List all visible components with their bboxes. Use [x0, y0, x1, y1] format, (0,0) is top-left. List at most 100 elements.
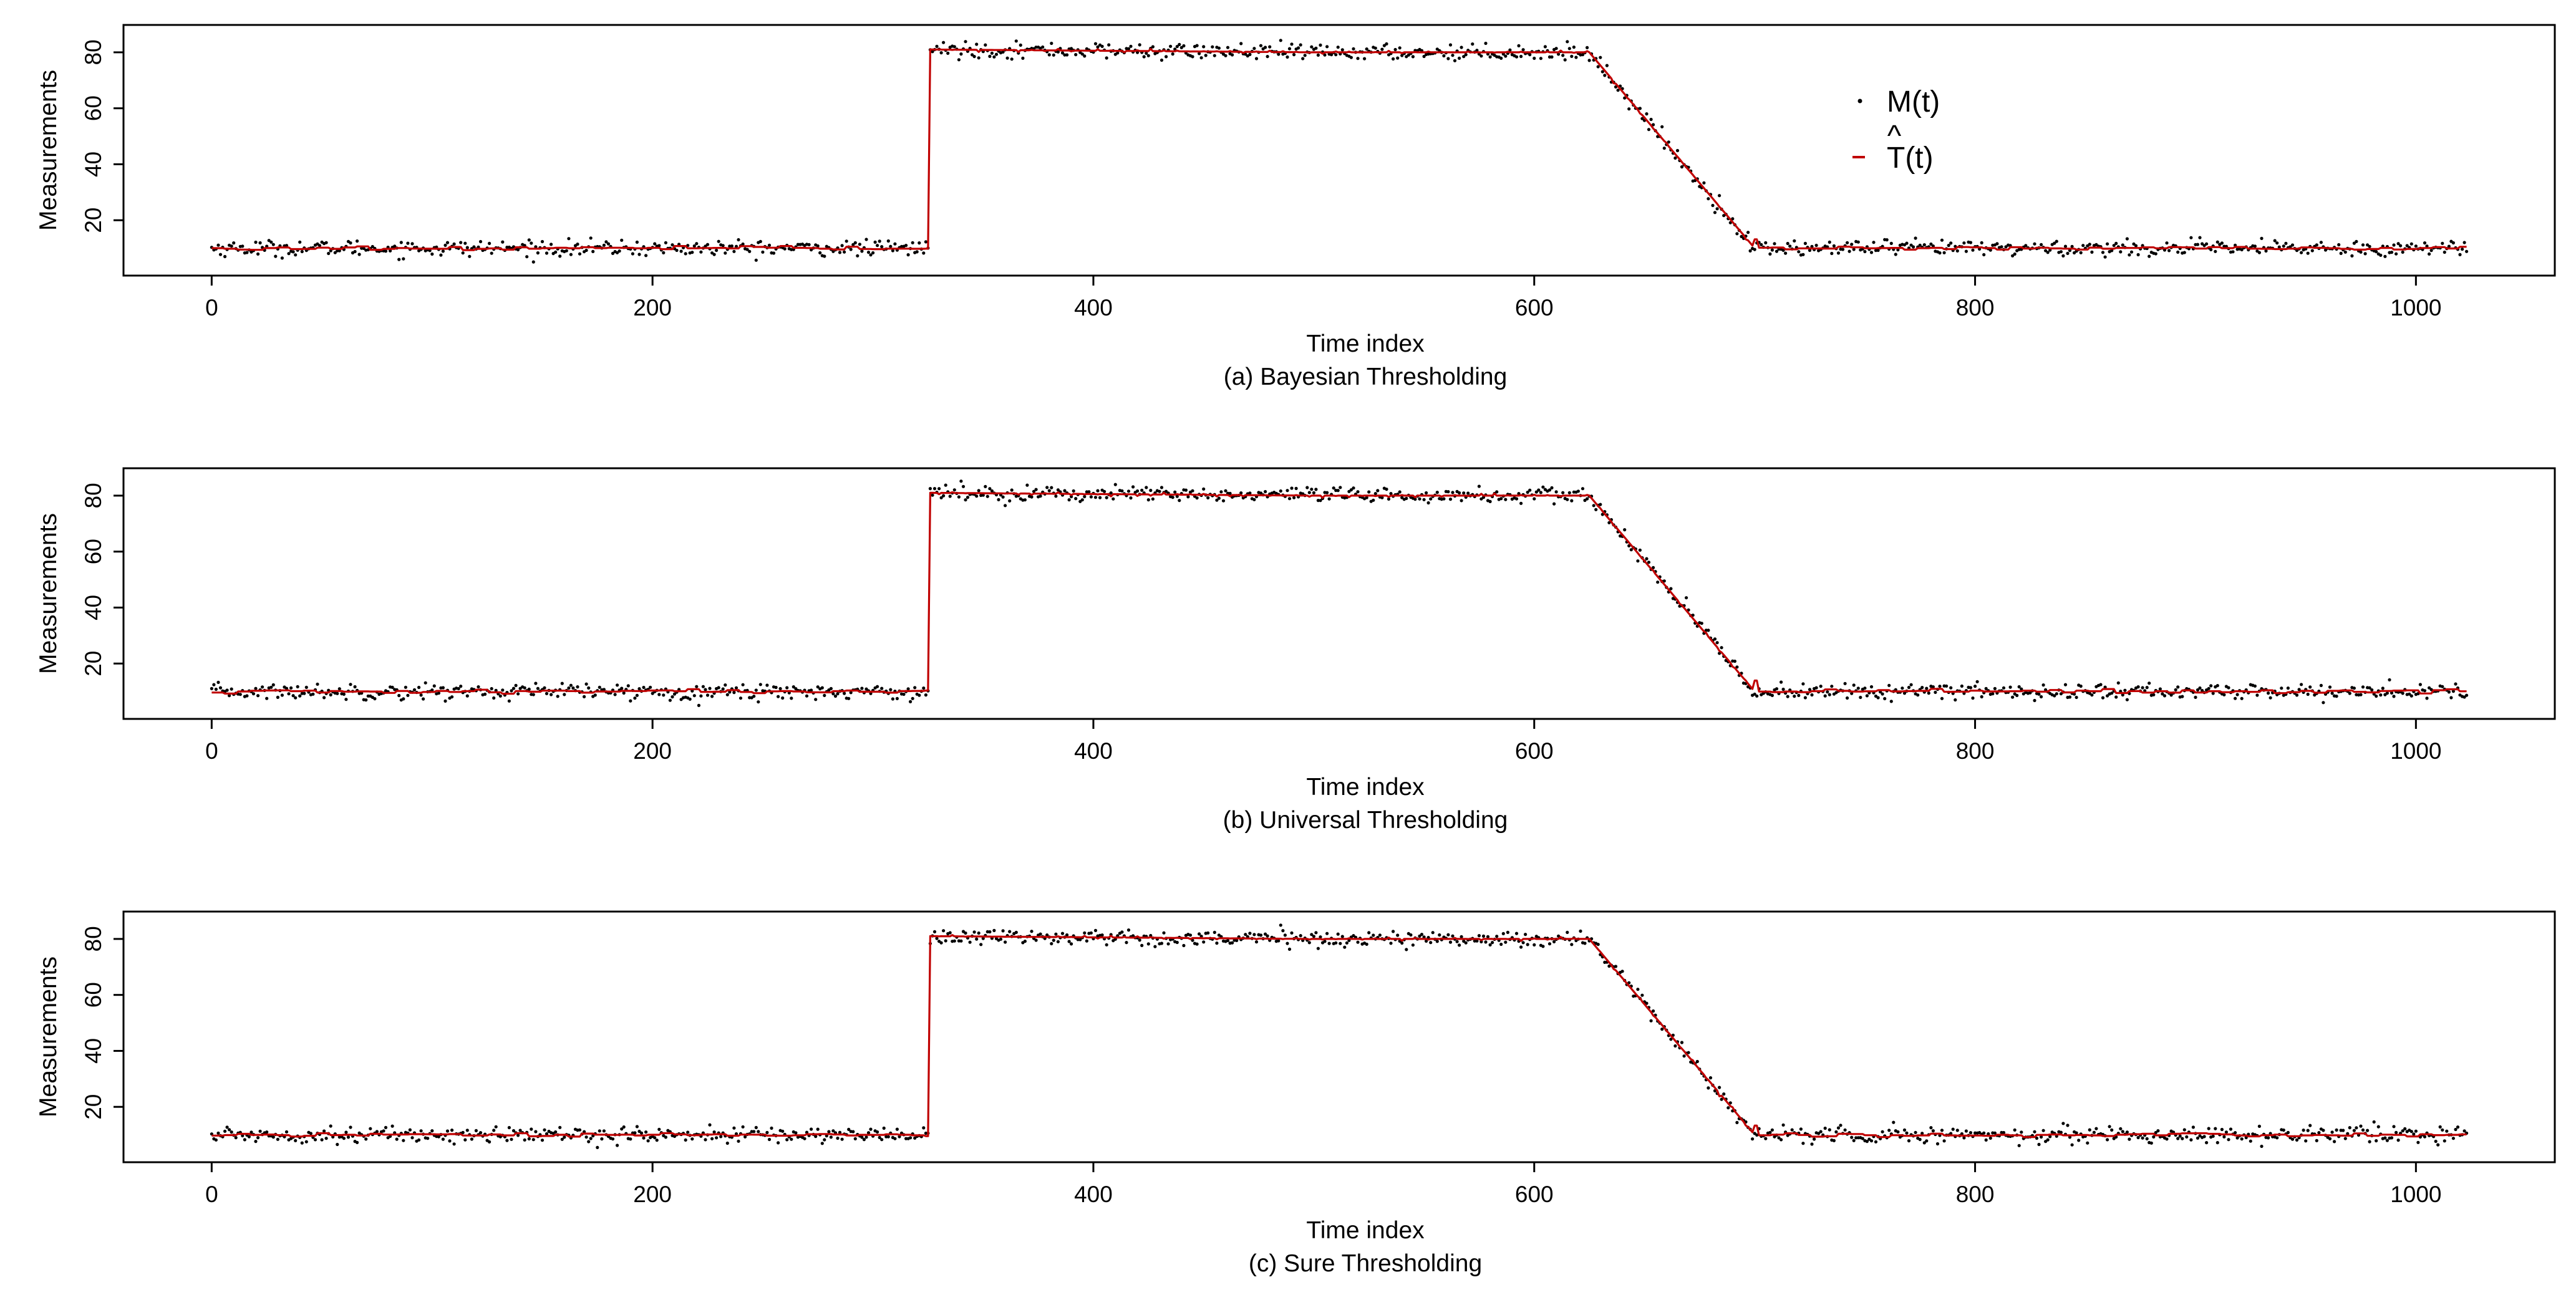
measurement-point [410, 1136, 414, 1140]
measurement-point [984, 43, 987, 47]
measurement-point [1905, 1131, 1909, 1135]
measurement-point [1074, 497, 1078, 501]
measurement-point [924, 240, 927, 244]
measurement-point [2267, 691, 2270, 695]
measurement-point [1949, 241, 1953, 245]
measurement-point [1713, 637, 1717, 641]
measurement-point [1448, 498, 1453, 501]
measurement-point [234, 1136, 238, 1140]
measurement-point [1314, 46, 1318, 50]
measurement-point [2462, 695, 2466, 699]
measurement-point [1779, 680, 1783, 684]
measurement-point [397, 258, 401, 261]
measurement-point [230, 1130, 233, 1134]
measurement-point [422, 697, 425, 701]
measurement-point [2165, 1137, 2169, 1141]
measurement-point [2451, 1137, 2455, 1140]
measurement-point [931, 50, 934, 54]
measurement-point [1347, 489, 1351, 493]
y-tick-label: 60 [80, 539, 106, 564]
measurement-point [902, 692, 906, 696]
measurement-point [758, 239, 762, 243]
measurement-point [2319, 241, 2323, 244]
measurement-point [2408, 692, 2411, 696]
measurement-point [452, 1142, 456, 1146]
measurement-point [1310, 45, 1314, 49]
measurement-point [1526, 490, 1529, 494]
measurement-point [304, 1140, 308, 1144]
measurement-point [620, 1127, 624, 1131]
measurement-point [1726, 1106, 1730, 1110]
measurement-point [1460, 935, 1463, 938]
measurement-point [1089, 495, 1093, 499]
measurement-point [560, 1137, 564, 1141]
measurement-point [719, 1135, 723, 1139]
measurement-point [2434, 1139, 2438, 1144]
measurement-point [1918, 1137, 1922, 1142]
measurement-point [461, 1130, 465, 1134]
measurement-point [616, 1144, 619, 1147]
measurement-point [2368, 1140, 2371, 1144]
measurement-point [642, 685, 646, 690]
measurement-point [2401, 691, 2404, 695]
measurement-point [2286, 1130, 2290, 1134]
measurement-point [1343, 945, 1347, 949]
measurement-point [2099, 683, 2103, 686]
measurement-point [457, 686, 460, 691]
measurement-point [492, 696, 496, 700]
measurement-point [893, 1137, 897, 1140]
measurement-point [2059, 692, 2063, 696]
measurement-point [1426, 936, 1430, 940]
measurement-point [511, 1129, 516, 1133]
measurement-point [223, 254, 227, 259]
measurement-point [816, 685, 820, 689]
measurement-point [2061, 1122, 2065, 1125]
measurement-point [2257, 251, 2261, 254]
measurement-point [1508, 48, 1512, 52]
measurement-point [329, 693, 332, 696]
measurement-point [1373, 46, 1377, 50]
x-tick-label: 400 [1074, 738, 1113, 764]
measurement-point [2282, 244, 2285, 248]
measurement-point [2198, 686, 2202, 690]
measurement-point [602, 688, 606, 691]
measurement-point [357, 1131, 361, 1135]
measurement-point [1951, 1127, 1955, 1131]
measurement-point [1673, 156, 1677, 160]
measurement-point [1050, 941, 1053, 946]
measurement-point [1942, 1139, 1946, 1143]
measurement-point [1576, 489, 1580, 493]
measurement-point [1019, 43, 1022, 47]
measurement-point [2447, 244, 2451, 248]
measurement-point [2207, 686, 2210, 690]
measurement-point [567, 237, 571, 241]
x-tick-label: 1000 [2390, 1182, 2441, 1207]
x-tick-label: 0 [205, 1182, 218, 1207]
measurement-point [2423, 241, 2427, 245]
measurement-point [287, 252, 291, 256]
measurement-point [1145, 486, 1148, 489]
measurement-point [2125, 698, 2129, 701]
x-tick-label: 800 [1956, 295, 1995, 320]
measurement-point [1175, 940, 1179, 945]
measurement-point [1801, 1142, 1805, 1145]
measurement-point [2418, 683, 2422, 686]
measurement-point [2209, 248, 2213, 251]
measurement-point [1984, 1138, 1988, 1142]
measurement-point [2423, 1135, 2427, 1139]
measurement-point [882, 1126, 886, 1130]
measurement-point [375, 1130, 379, 1134]
measurement-point [448, 1139, 452, 1143]
measurement-point [1083, 931, 1087, 935]
measurement-point [1550, 486, 1554, 490]
measurement-point [576, 685, 579, 689]
measurement-point [516, 692, 520, 696]
measurement-point [847, 696, 851, 700]
measurement-point [1418, 934, 1421, 938]
measurement-point [1947, 244, 1950, 248]
measurement-point [2116, 681, 2120, 685]
measurement-point [1244, 933, 1247, 937]
measurement-point [2110, 691, 2114, 695]
measurement-point [2456, 1125, 2460, 1129]
